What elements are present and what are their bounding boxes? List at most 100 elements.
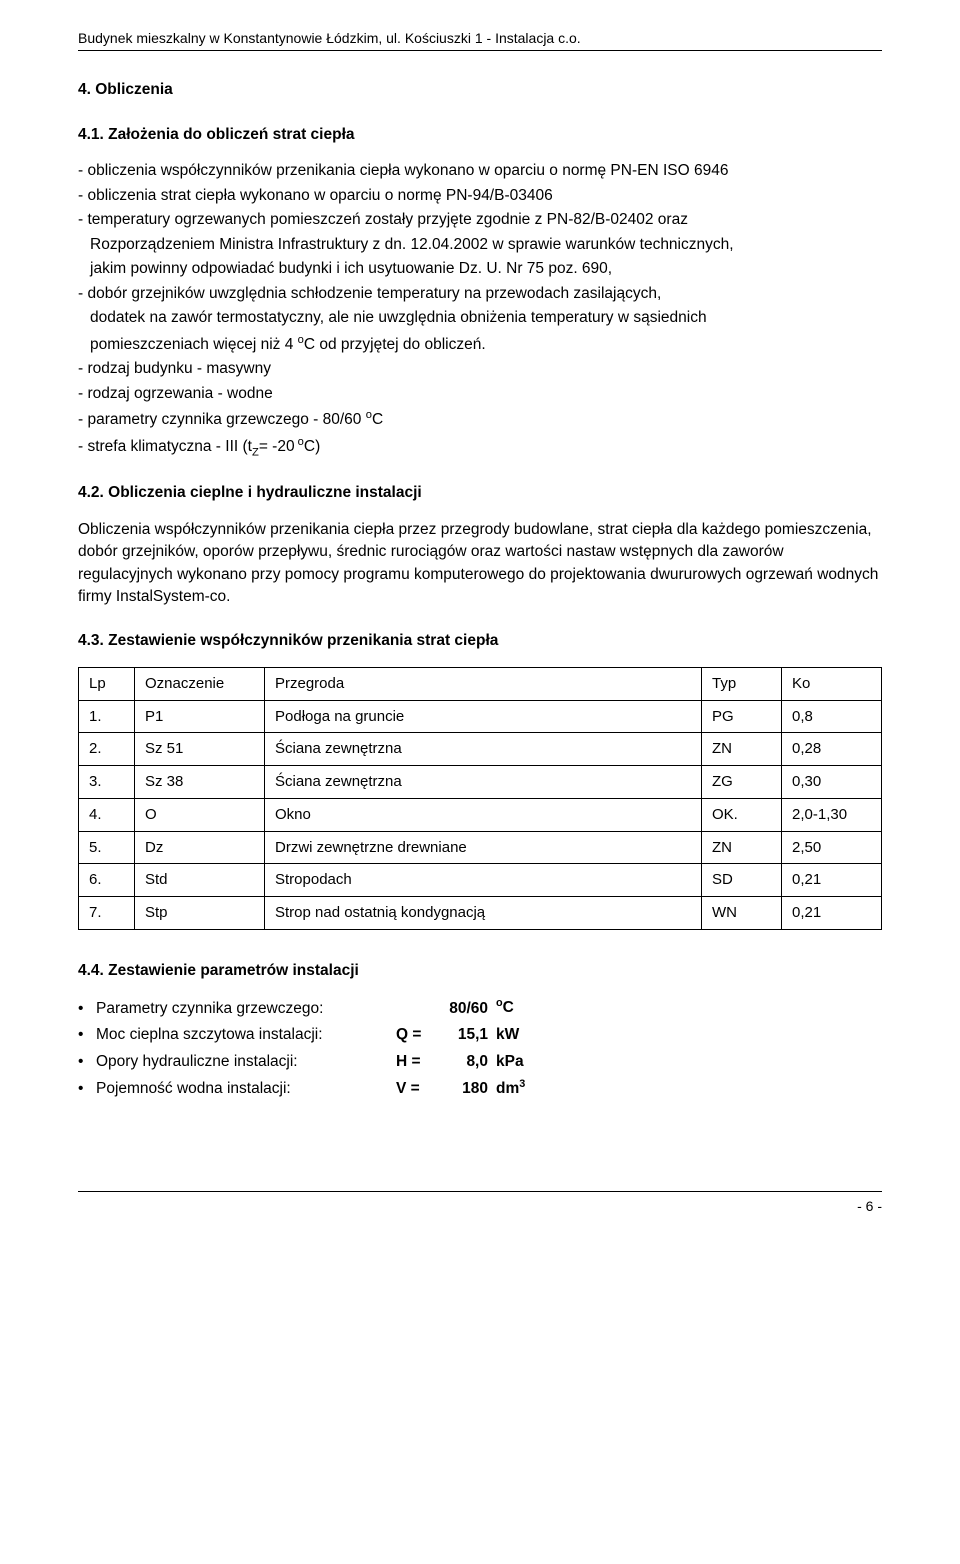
table-cell: 0,8	[782, 700, 882, 733]
parameters-list: •Parametry czynnika grzewczego:80/60oC•M…	[78, 996, 882, 1100]
parameter-row: •Parametry czynnika grzewczego: 80/60oC	[78, 996, 882, 1020]
table-cell: WN	[702, 897, 782, 930]
table-cell: 0,30	[782, 766, 882, 799]
body-text: - parametry czynnika grzewczego - 80/60 …	[78, 407, 882, 432]
page-footer: - 6 -	[78, 1191, 882, 1216]
parameter-value: 15,1	[442, 1024, 496, 1046]
table-header-cell: Lp	[79, 667, 135, 700]
table-cell: Dz	[135, 831, 265, 864]
table-cell: Okno	[265, 798, 702, 831]
body-text: - obliczenia współczynników przenikania …	[78, 160, 882, 182]
parameter-unit: dm3	[496, 1077, 556, 1101]
table-cell: O	[135, 798, 265, 831]
parameter-row: •Opory hydrauliczne instalacji:H =8,0kPa	[78, 1051, 882, 1073]
table-cell: Sz 51	[135, 733, 265, 766]
body-text: Rozporządzeniem Ministra Infrastruktury …	[78, 234, 882, 256]
parameter-symbol: H =	[396, 1051, 442, 1073]
parameter-label: Opory hydrauliczne instalacji:	[96, 1051, 396, 1073]
coefficients-table: Lp Oznaczenie Przegroda Typ Ko 1.P1Podło…	[78, 667, 882, 930]
table-cell: 2.	[79, 733, 135, 766]
table-row: 5.DzDrzwi zewnętrzne drewnianeZN2,50	[79, 831, 882, 864]
parameter-row: •Pojemność wodna instalacji:V =180dm3	[78, 1077, 882, 1101]
table-header-cell: Ko	[782, 667, 882, 700]
table-cell: Ściana zewnętrzna	[265, 733, 702, 766]
table-row: 2.Sz 51Ściana zewnętrznaZN0,28	[79, 733, 882, 766]
table-cell: 4.	[79, 798, 135, 831]
table-cell: 0,28	[782, 733, 882, 766]
table-cell: ZG	[702, 766, 782, 799]
text-fragment: - parametry czynnika grzewczego - 80/60	[78, 411, 366, 428]
bullet-icon: •	[78, 1024, 96, 1046]
bullet-icon: •	[78, 1051, 96, 1073]
parameter-value: 80/60	[442, 998, 496, 1020]
table-cell: ZN	[702, 733, 782, 766]
body-text: - dobór grzejników uwzględnia schłodzeni…	[78, 283, 882, 305]
body-text: - temperatury ogrzewanych pomieszczeń zo…	[78, 209, 882, 231]
table-cell: Ściana zewnętrzna	[265, 766, 702, 799]
section-4-1-title: 4.1. Założenia do obliczeń strat ciepła	[78, 124, 882, 146]
bullet-icon: •	[78, 998, 96, 1020]
table-header-cell: Przegroda	[265, 667, 702, 700]
table-row: 1.P1Podłoga na grunciePG0,8	[79, 700, 882, 733]
text-fragment: = -20	[259, 438, 295, 455]
table-cell: P1	[135, 700, 265, 733]
section-4-3-title: 4.3. Zestawienie współczynników przenika…	[78, 630, 882, 652]
parameter-label: Pojemność wodna instalacji:	[96, 1078, 396, 1100]
text-fragment: C	[372, 411, 383, 428]
body-text: - strefa klimatyczna - III (tZ= -20 oC)	[78, 434, 882, 460]
body-text: pomieszczeniach więcej niż 4 oC od przyj…	[78, 332, 882, 357]
table-cell: Sz 38	[135, 766, 265, 799]
text-fragment: - strefa klimatyczna - III (t	[78, 438, 252, 455]
section-4-2-title: 4.2. Obliczenia cieplne i hydrauliczne i…	[78, 482, 882, 504]
table-cell: Stp	[135, 897, 265, 930]
table-cell: Stropodach	[265, 864, 702, 897]
table-row: 3.Sz 38Ściana zewnętrznaZG0,30	[79, 766, 882, 799]
table-header-row: Lp Oznaczenie Przegroda Typ Ko	[79, 667, 882, 700]
body-text: - rodzaj budynku - masywny	[78, 358, 882, 380]
parameter-unit: kW	[496, 1024, 556, 1046]
table-row: 6.StdStropodachSD0,21	[79, 864, 882, 897]
table-cell: 5.	[79, 831, 135, 864]
body-text: - obliczenia strat ciepła wykonano w opa…	[78, 185, 882, 207]
section-4-4-title: 4.4. Zestawienie parametrów instalacji	[78, 960, 882, 982]
table-cell: Drzwi zewnętrzne drewniane	[265, 831, 702, 864]
parameter-value: 8,0	[442, 1051, 496, 1073]
table-cell: PG	[702, 700, 782, 733]
table-cell: 0,21	[782, 897, 882, 930]
table-cell: Strop nad ostatnią kondygnacją	[265, 897, 702, 930]
subscript: Z	[252, 446, 259, 458]
table-cell: Std	[135, 864, 265, 897]
table-row: 7.StpStrop nad ostatnią kondygnacjąWN0,2…	[79, 897, 882, 930]
superscript: o	[295, 436, 304, 448]
parameter-row: •Moc cieplna szczytowa instalacji:Q =15,…	[78, 1024, 882, 1046]
section-4-title: 4. Obliczenia	[78, 79, 882, 101]
parameter-symbol: V =	[396, 1078, 442, 1100]
parameter-unit: oC	[496, 996, 556, 1020]
parameter-symbol: Q =	[396, 1024, 442, 1046]
section-4-2-paragraph: Obliczenia współczynników przenikania ci…	[78, 519, 882, 609]
table-cell: SD	[702, 864, 782, 897]
table-cell: 1.	[79, 700, 135, 733]
table-header-cell: Oznaczenie	[135, 667, 265, 700]
table-cell: OK.	[702, 798, 782, 831]
parameter-value: 180	[442, 1078, 496, 1100]
table-cell: 6.	[79, 864, 135, 897]
text-fragment: C od przyjętej do obliczeń.	[304, 336, 486, 353]
table-cell: 2,0-1,30	[782, 798, 882, 831]
assumptions-block: - obliczenia współczynników przenikania …	[78, 160, 882, 460]
table-row: 4.OOknoOK.2,0-1,30	[79, 798, 882, 831]
table-header-cell: Typ	[702, 667, 782, 700]
table-cell: 7.	[79, 897, 135, 930]
page-header: Budynek mieszkalny w Konstantynowie Łódz…	[78, 28, 882, 51]
bullet-icon: •	[78, 1078, 96, 1100]
table-cell: 3.	[79, 766, 135, 799]
table-cell: Podłoga na gruncie	[265, 700, 702, 733]
body-text: dodatek na zawór termostatyczny, ale nie…	[78, 307, 882, 329]
body-text: - rodzaj ogrzewania - wodne	[78, 383, 882, 405]
coefficients-table-wrap: Lp Oznaczenie Przegroda Typ Ko 1.P1Podło…	[78, 667, 882, 930]
parameter-label: Moc cieplna szczytowa instalacji:	[96, 1024, 396, 1046]
table-cell: ZN	[702, 831, 782, 864]
text-fragment: pomieszczeniach więcej niż 4	[90, 336, 298, 353]
text-fragment: C)	[304, 438, 320, 455]
parameter-label: Parametry czynnika grzewczego:	[96, 998, 396, 1020]
